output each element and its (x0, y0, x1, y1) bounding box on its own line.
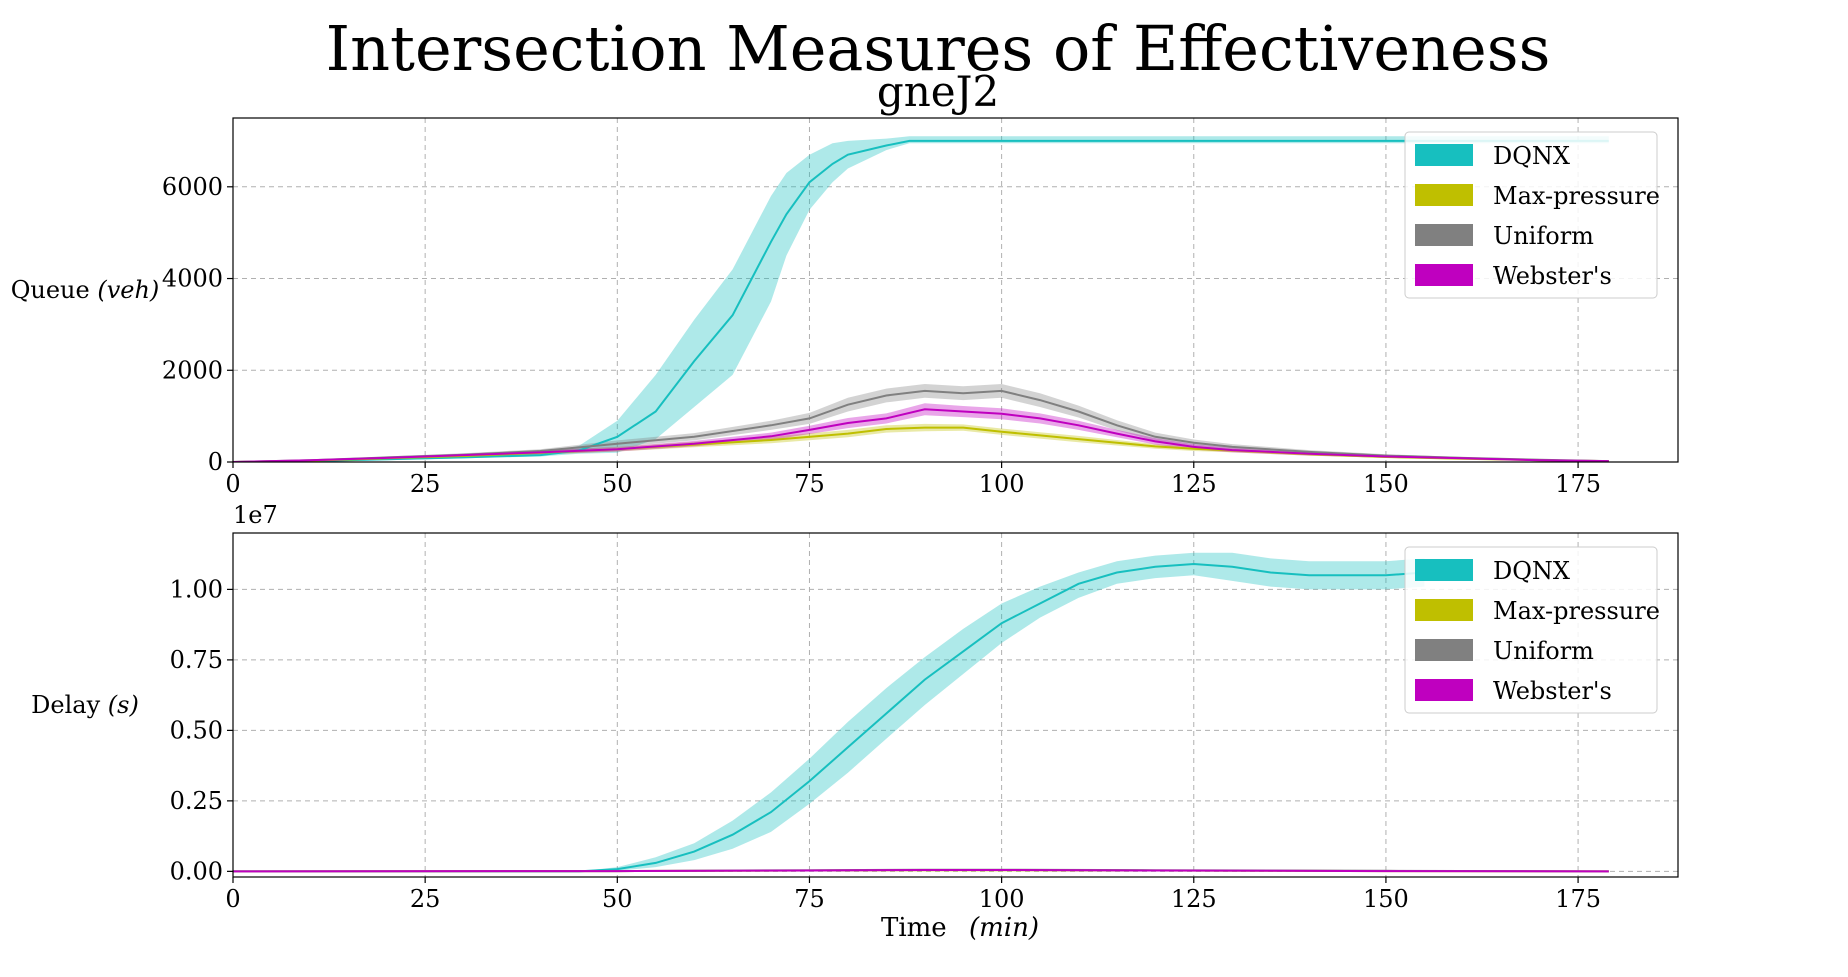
legend-swatch (1415, 639, 1473, 661)
x-tick-label: 25 (410, 470, 441, 498)
y-axis-label: Queue (veh) (11, 276, 160, 304)
series-line-dqnx (233, 562, 1425, 873)
queue-panel: 0 25 50 75 100 125 150 175 0 2000 4000 6000 Queue (v… (11, 117, 1679, 498)
legend-label: Max-pressure (1493, 182, 1660, 210)
x-tick-label: 100 (979, 470, 1025, 498)
legend-swatch (1415, 559, 1473, 581)
legend-swatch (1415, 184, 1473, 206)
series-line-websters (233, 869, 1609, 873)
legend: DQNX Max-pressure Uniform Webster's (1404, 546, 1660, 714)
y-axis-label: Delay (s) (31, 691, 139, 719)
chart-subtitle: gneJ2 (877, 67, 999, 116)
series-line-websters (233, 408, 1609, 462)
confidence-band-uniform (233, 384, 1609, 462)
legend-swatch (1415, 679, 1473, 701)
y-axis-label-text: Delay (31, 691, 108, 719)
series-line-uniform (233, 389, 1609, 462)
y-tick-label: 0.00 (170, 857, 223, 885)
x-tick-label: 50 (602, 470, 633, 498)
x-axis-label-text: Time (881, 913, 947, 943)
y-axis-label-unit: (s) (108, 691, 139, 719)
x-tick-label: 125 (1171, 470, 1217, 498)
confidence-band-websters (233, 403, 1609, 462)
x-tick-label: 75 (794, 470, 825, 498)
legend-swatch (1415, 264, 1473, 286)
x-tick-label: 150 (1363, 470, 1409, 498)
y-axis-label-text: Queue (11, 276, 98, 304)
plot-frame (232, 117, 1679, 463)
plot-frame (232, 532, 1679, 878)
x-axis-label: Time (min) (881, 913, 1039, 943)
x-tick-label: 175 (1555, 470, 1601, 498)
legend-label: Max-pressure (1493, 597, 1660, 625)
y-offset-label: 1e7 (233, 501, 278, 529)
y-tick-label: 0 (208, 448, 223, 476)
legend-label: DQNX (1493, 142, 1570, 170)
x-axis-label-unit: (min) (969, 913, 1039, 943)
legend-swatch (1415, 224, 1473, 246)
y-tick-label: 2000 (162, 356, 223, 384)
legend-label: Webster's (1493, 262, 1612, 290)
y-tick-label: 0.75 (170, 646, 223, 674)
legend-swatch (1415, 144, 1473, 166)
y-tick-label: 0.25 (170, 787, 223, 815)
x-tick-label: 0 (225, 885, 240, 913)
confidence-band-dqnx (233, 552, 1425, 872)
x-tick-label: 175 (1555, 885, 1601, 913)
legend-swatch (1415, 599, 1473, 621)
y-tick-label: 1.00 (170, 575, 223, 603)
x-tick-label: 100 (979, 885, 1025, 913)
delay-panel: 0 25 50 75 100 125 150 175 0.00 0.25 0.50 0.75 1.00 1… (31, 501, 1679, 913)
x-tick-label: 25 (410, 885, 441, 913)
y-tick-label: 0.50 (170, 716, 223, 744)
x-tick-label: 150 (1363, 885, 1409, 913)
legend-label: Webster's (1493, 677, 1612, 705)
y-axis-label-unit: (veh) (97, 276, 159, 304)
legend-box (1404, 546, 1658, 714)
x-tick-label: 75 (794, 885, 825, 913)
chart-title: Intersection Measures of Effectiveness (326, 12, 1551, 85)
y-tick-label: 6000 (162, 173, 223, 201)
legend-label: DQNX (1493, 557, 1570, 585)
legend-label: Uniform (1493, 637, 1594, 665)
legend: DQNX Max-pressure Uniform Webster's (1404, 131, 1660, 299)
x-tick-label: 0 (225, 470, 240, 498)
x-tick-label: 125 (1171, 885, 1217, 913)
x-tick-label: 50 (602, 885, 633, 913)
legend-label: Uniform (1493, 222, 1594, 250)
y-tick-label: 4000 (162, 265, 223, 293)
legend-box (1404, 131, 1658, 299)
